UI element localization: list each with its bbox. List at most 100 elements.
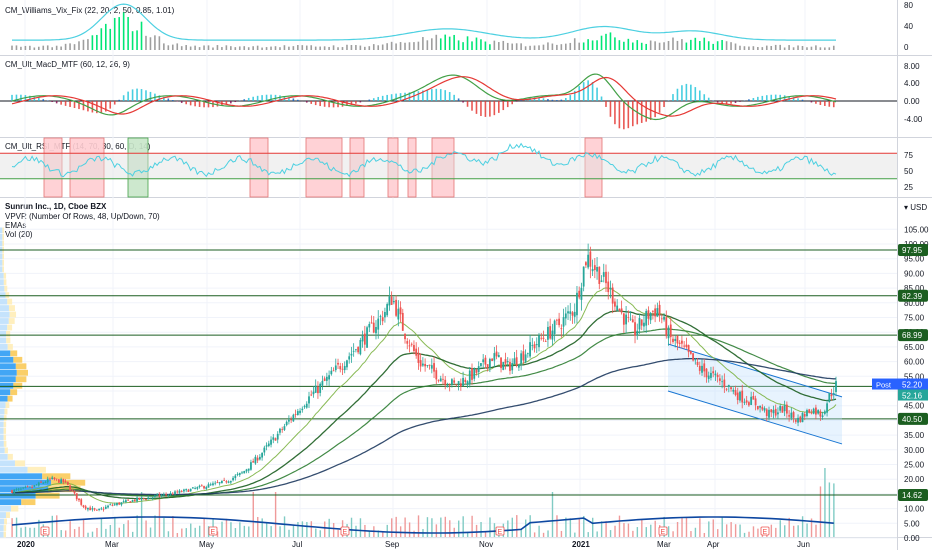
vix-bar [426,40,429,50]
candle-body [53,477,56,480]
earnings-marker [40,526,50,536]
macd-histogram-bar [207,101,210,108]
candle-body [267,443,270,446]
vix-bar [346,44,348,50]
vix-title[interactable]: CM_Williams_Vix_Fix (22, 20, 2, 50, 0.85… [5,6,175,15]
vpvr-up-row [0,356,14,363]
vix-bar [337,47,339,50]
vpvr-up-row [0,234,3,240]
macd-histogram-bar [408,92,411,101]
volume-bar [118,527,120,537]
candle-body [779,405,782,411]
price-tick: 60.00 [904,358,925,367]
candle-body [100,508,103,510]
macd-title[interactable]: CM_Ult_MacD_MTF (60, 12, 26, 9) [5,60,130,69]
candle-body [468,370,471,384]
macd-histogram-bar [73,101,76,109]
candle-body [410,343,413,345]
candle-body [785,404,788,414]
vpvr-down-row [5,292,10,299]
vpvr-down-row [13,382,23,389]
candle-body [466,381,469,385]
time-tick: Apr [707,540,720,549]
volume-bar [382,531,384,537]
vix-bar [252,46,254,50]
volume-bar [350,517,353,537]
vix-bar [140,21,143,50]
macd-histogram-bar [605,101,607,107]
candle-body [660,318,663,320]
vol-label[interactable]: Vol (20) [5,230,33,239]
emas-label[interactable]: EMAs [5,221,26,230]
macd-histogram-bar [645,101,647,122]
vpvr-up-row [0,382,14,389]
candle-body [821,415,824,417]
volume-bar [274,492,277,537]
candle-body [607,281,610,293]
candle-body [212,483,214,486]
vix-bar [824,47,826,50]
vpvr-up-row [0,369,17,376]
candle-body [191,487,194,489]
main-title[interactable]: Sunrun Inc., 1D, Cboe BZX [5,202,107,211]
volume-bar [230,522,232,537]
volume-bar [417,515,420,537]
vpvr-down-row [2,259,4,266]
vpvr-label[interactable]: VPVR (Number Of Rows, 48, Up/Down, 70) [5,212,160,221]
price-tick: 25.00 [904,461,925,470]
volume-bar [96,527,98,537]
volume-bar [440,517,442,537]
candle-body [549,326,552,339]
volume-bar [301,521,304,537]
volume-bar [703,532,706,537]
vix-bar [118,17,120,50]
volume-bar [775,527,777,537]
candle-body [95,509,98,511]
volume-bar [466,531,469,537]
rsi-overbought-zone [306,138,342,197]
candle-body [196,487,199,489]
post-tag-label: Post [876,381,892,390]
vix-bar [104,23,107,50]
macd-histogram-bar [556,100,558,101]
volume-bar [748,531,750,537]
vpvr-down-row [14,460,25,467]
vix-bar [328,46,330,50]
volume-bar [391,518,393,537]
candle-body [687,345,690,353]
candle-body [55,478,58,480]
vix-bar [457,40,460,50]
vpvr-down-row [2,240,4,247]
rsi-overbought-zone [408,138,416,197]
macd-histogram-bar [520,99,522,101]
candle-body [386,304,389,316]
candle-body [794,419,797,422]
candle-body [792,412,795,418]
vix-bar [448,36,451,50]
candle-body [375,327,377,334]
level-label: 82.39 [902,292,923,301]
candle-body [643,322,645,327]
volume-bar [73,529,76,537]
vpvr-up-row [0,311,10,318]
candle-body [462,377,464,386]
macd-panel [0,73,897,130]
time-tick: Mar [657,540,671,549]
candle-body [515,357,518,366]
candle-body [640,319,643,326]
vpvr-up-row [0,318,9,324]
vix-bar [444,34,447,50]
volume-bar [395,516,397,537]
macd-histogram-bar [368,99,371,101]
vix-bar [171,44,174,50]
vix-bar [560,44,563,50]
volume-bar [627,523,630,537]
candle-body [379,316,382,317]
vix-bar [658,42,661,50]
candle-body [189,488,192,492]
vix-bar [645,43,647,50]
volume-bar [248,526,250,537]
candle-body [87,507,89,510]
macd-histogram-bar [64,101,67,106]
